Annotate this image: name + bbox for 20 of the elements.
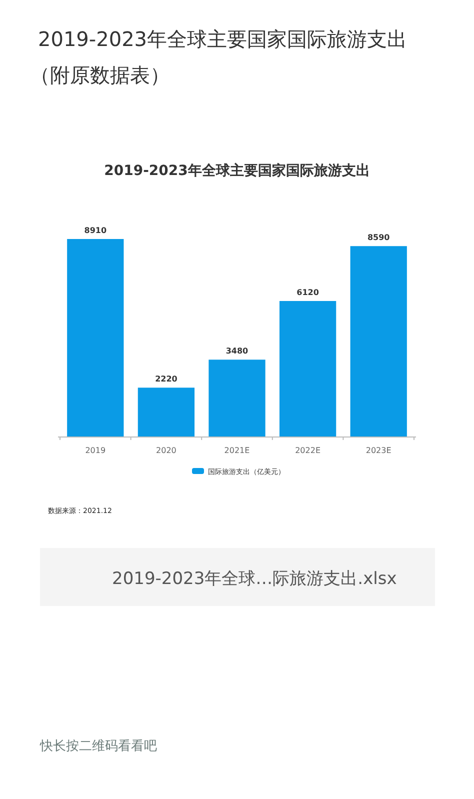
text: 2019-2023年全球…际旅游支出.xlsx (112, 569, 397, 589)
x-tick-label: 2020 (156, 446, 176, 455)
plot: 8910 2220 3480 6120 8590 2019 2020 2021E 2022E 2023E (58, 226, 416, 455)
bar (208, 360, 266, 437)
data-label: 8910 (84, 226, 107, 235)
x-tick-label: 2022E (295, 446, 321, 455)
data-label: 3480 (226, 346, 249, 356)
bar (138, 388, 195, 437)
bar (350, 246, 407, 437)
title: 2019-2023年全球主要国家国际旅游支出（附原数据表） (30, 27, 408, 87)
x-tick-label: 2021E (224, 446, 250, 455)
bar (279, 301, 336, 437)
bar (67, 239, 124, 437)
data-label: 8590 (367, 233, 390, 242)
data-label: 6120 (296, 288, 320, 297)
chart-subtitle: 2019-2023年全球主要国家国际旅游支出 (104, 162, 370, 179)
x-tick-label: 2019 (85, 446, 106, 455)
text: 快长按二维码看看吧 (39, 739, 157, 754)
data-label: 2220 (155, 374, 178, 384)
x-tick-label: 2023E (366, 446, 392, 455)
